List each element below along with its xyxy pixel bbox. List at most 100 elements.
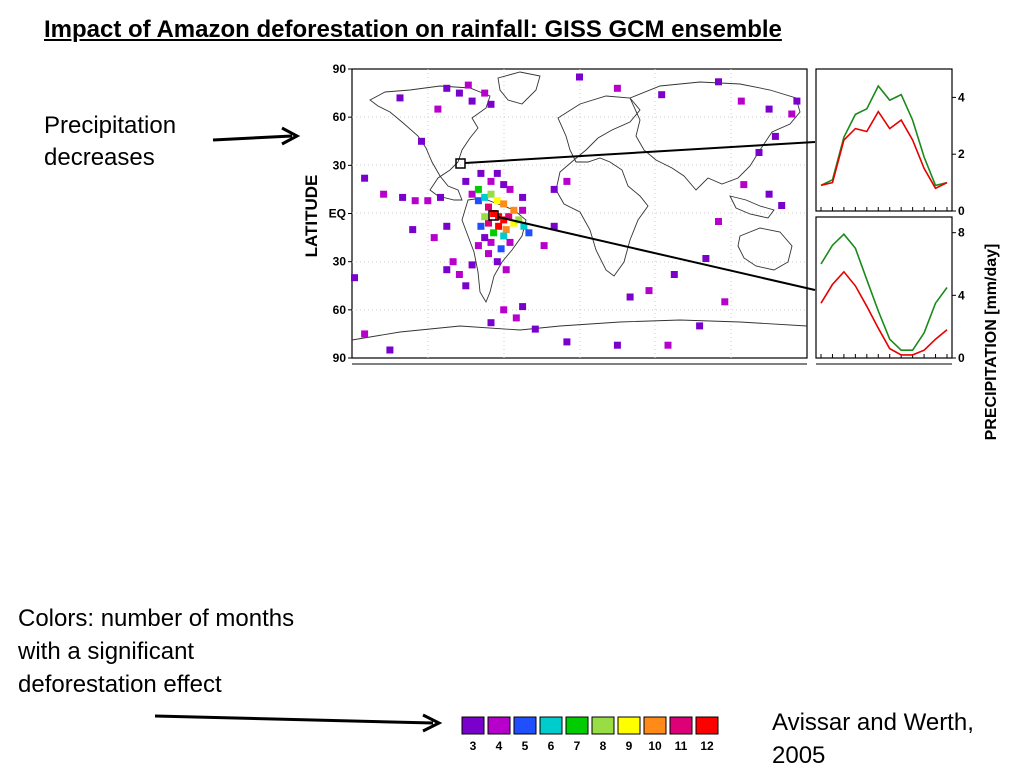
heatmap-cell [409, 226, 417, 234]
heatmap-cell [493, 197, 501, 205]
maritime-asia-coast [729, 195, 775, 219]
heatmap-cell [481, 89, 489, 97]
legend-label: 6 [548, 739, 555, 753]
legend-swatch [591, 716, 615, 735]
heatmap-cell [512, 314, 520, 322]
heatmap-cell [434, 105, 442, 113]
amazon-marker [488, 210, 499, 221]
asia-coast [629, 81, 801, 191]
latitude-tick-label: 30 [333, 255, 347, 269]
precipitation-note-line1: Precipitation [44, 112, 177, 139]
heatmap-cells [351, 73, 801, 354]
citation: Avissar and Werth, 2005 [772, 709, 974, 769]
heatmap-cell [351, 274, 358, 282]
upper-panel-content: 0 2 4 [820, 84, 965, 218]
australia-coast [737, 227, 793, 271]
heatmap-cell [613, 84, 621, 92]
heatmap-cell [540, 242, 548, 250]
heatmap-cell [626, 293, 634, 301]
heatmap-cell [468, 97, 476, 105]
heatmap-cell [493, 258, 501, 266]
precipitation-arrow [212, 126, 301, 146]
heatmap-cell [361, 330, 369, 338]
heatmap-cell [645, 287, 653, 295]
heatmap-cell [500, 216, 508, 224]
heatmap-cell [487, 100, 495, 108]
heatmap-cell [485, 203, 492, 211]
heatmap-cell [411, 197, 419, 205]
heatmap-cell [506, 185, 514, 193]
heatmap-cell [399, 193, 407, 201]
heatmap-cell [721, 298, 729, 306]
legend-label: 8 [600, 739, 607, 753]
heatmap-cell [696, 322, 704, 330]
heatmap-cell [502, 266, 510, 274]
south-america-coast [461, 197, 527, 304]
heatmap-cell [443, 266, 451, 274]
heatmap-cell [755, 149, 763, 156]
heatmap-cell [576, 73, 583, 81]
legend-swatch [565, 716, 589, 735]
legend-swatch [669, 716, 693, 735]
latitude-tick-label: 90 [333, 62, 347, 76]
legend-swatch [643, 716, 667, 735]
heatmap-cell [563, 338, 571, 346]
legend-label: 3 [470, 739, 477, 753]
heatmap-cell [765, 190, 773, 198]
heatmap-cell [550, 185, 558, 193]
map-panel: 90 60 30 EQ 30 60 90 [329, 62, 816, 365]
heatmap-cell [715, 78, 722, 86]
heatmap-cell [500, 181, 508, 189]
heatmap-cell [455, 89, 463, 97]
heatmap-cell [490, 229, 498, 237]
lower-panel-frame [815, 216, 953, 359]
precipitation-note: Precipitation decreases [44, 110, 176, 174]
heatmap-cell [505, 213, 513, 221]
heatmap-cell [437, 193, 444, 201]
heatmap-cell [481, 234, 489, 242]
heatmap-cell [380, 190, 388, 198]
heatmap-cell [613, 341, 621, 349]
lower-precip-panel: 0 4 8 [815, 216, 965, 365]
lower-panel-content: 0 4 8 [820, 226, 965, 365]
heatmap-cell [487, 190, 495, 198]
heatmap-cell [485, 219, 492, 227]
heatmap-cell [490, 210, 498, 217]
heatmap-cell [765, 105, 773, 113]
heatmap-cell [506, 238, 514, 246]
heatmap-cell [474, 197, 482, 205]
heatmap-cell [468, 190, 476, 198]
legend-label: 5 [522, 739, 529, 753]
heatmap-cell [500, 306, 508, 314]
north-america-marker [455, 158, 466, 169]
upper-panel-frame [815, 68, 953, 212]
heatmap-cell [525, 229, 533, 237]
colors-arrow [154, 713, 443, 733]
heatmap-cell [477, 222, 485, 230]
heatmap-cell [702, 255, 710, 262]
precipitation-note-line2: decreases [44, 144, 155, 171]
heatmap-cell [418, 137, 425, 145]
heatmap-cell [500, 232, 508, 240]
greenland-coast [497, 71, 541, 105]
deforested-precip-line [820, 110, 948, 190]
heatmap-cell [510, 219, 518, 227]
precip-tick-label: 4 [958, 288, 965, 302]
heatmap-cell [487, 238, 495, 246]
latitude-ticks: 90 60 30 EQ 30 60 90 [329, 62, 352, 365]
coastlines [351, 71, 808, 341]
legend-swatch [539, 716, 563, 735]
antarctica-coast [351, 319, 808, 341]
heatmap-cell [778, 202, 786, 209]
heatmap-cell [487, 177, 495, 185]
legend-swatch [461, 716, 485, 735]
heatmap-cell [715, 218, 722, 225]
color-legend: 3 4 5 6 7 8 9 10 11 12 [461, 716, 719, 753]
latitude-tick-label: 60 [333, 110, 347, 124]
upper-precip-panel: 0 2 4 [815, 68, 965, 218]
legend-swatch [617, 716, 641, 735]
heatmap-cell [481, 213, 489, 221]
heatmap-cell [788, 110, 796, 118]
heatmap-cell [519, 303, 527, 311]
legend-label: 9 [626, 739, 633, 753]
